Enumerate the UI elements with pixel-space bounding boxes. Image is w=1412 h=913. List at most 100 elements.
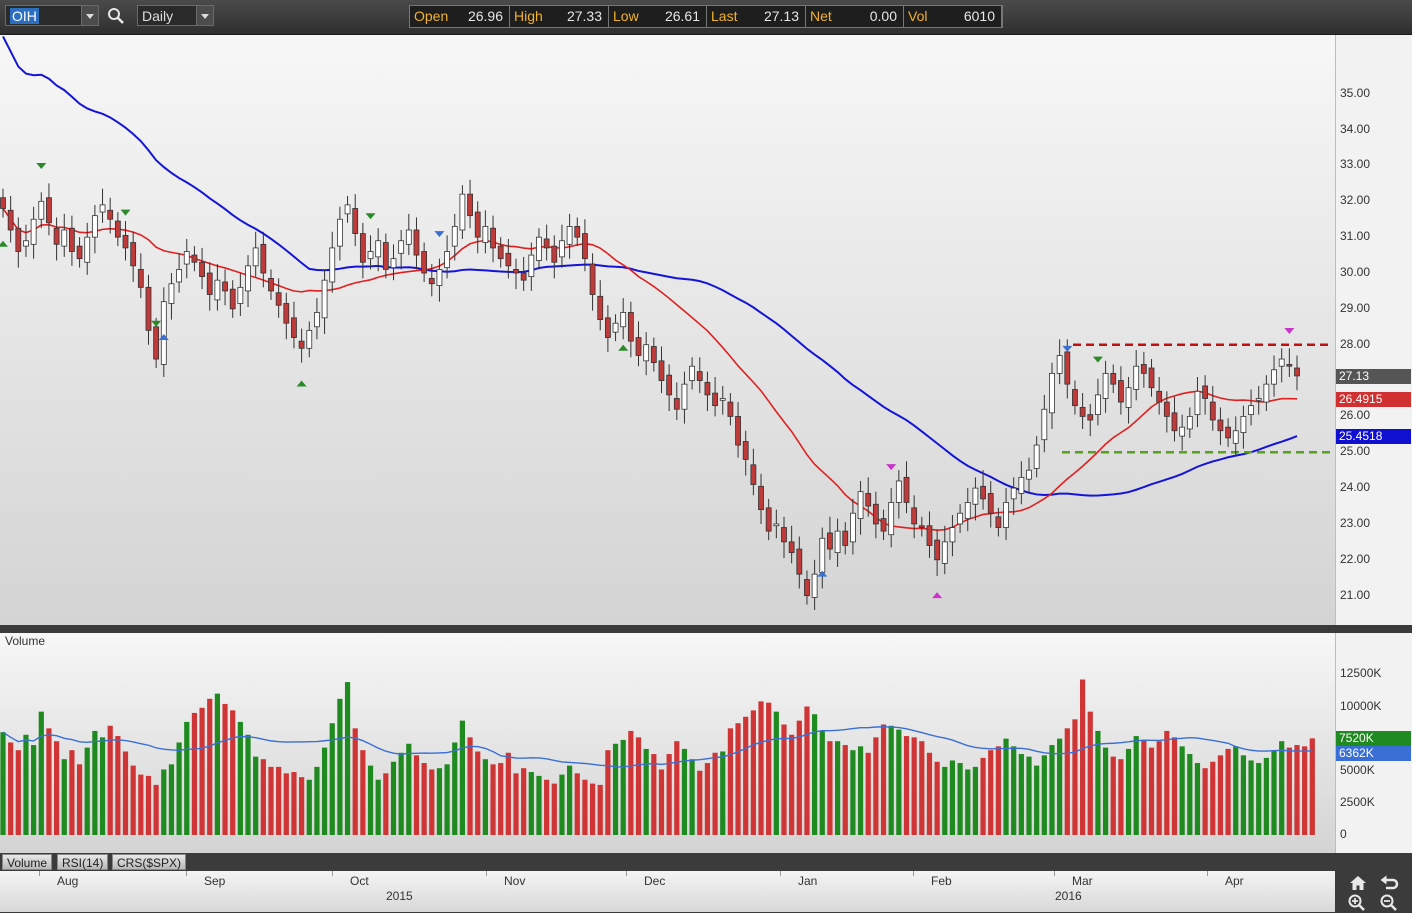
volume-bar xyxy=(1049,745,1055,835)
date-axis-year: 2015 xyxy=(386,889,413,903)
candle-body xyxy=(314,312,320,328)
candle-body xyxy=(344,204,351,215)
volume-bar xyxy=(1171,737,1178,835)
date-axis-month: Dec xyxy=(644,874,666,888)
candle-body xyxy=(850,512,856,543)
candle-body xyxy=(1186,416,1193,430)
symbol-dropdown-arrow[interactable] xyxy=(81,6,98,25)
indicator-tab-0[interactable]: Volume xyxy=(2,854,53,870)
candle-body xyxy=(222,281,228,292)
candle-body xyxy=(107,209,114,220)
quote-cell-vol: Vol 6010 xyxy=(904,6,1002,27)
volume-bar xyxy=(390,761,397,835)
undo-icon[interactable] xyxy=(1379,873,1399,893)
volume-bar xyxy=(329,723,335,835)
volume-bar xyxy=(712,752,718,835)
price-tick-label: 35.00 xyxy=(1340,85,1371,100)
candle-body xyxy=(428,277,435,285)
date-axis[interactable]: Aug Sep Oct Nov Dec Jan Feb Mar Apr 2015 2016 xyxy=(0,871,1335,912)
volume-chart[interactable] xyxy=(0,633,1335,853)
volume-bar xyxy=(360,750,366,835)
volume-bar xyxy=(337,698,343,835)
quote-cell-open: Open 26.96 xyxy=(410,6,510,27)
candle-body xyxy=(895,480,902,503)
volume-bar xyxy=(436,768,443,835)
candle-body xyxy=(53,227,60,245)
volume-bar xyxy=(99,737,106,835)
quote-strip: Open 26.96 High 27.33 Low 26.61 Last 27.13 Net 0.… xyxy=(409,5,1003,28)
volume-bar xyxy=(230,710,236,835)
volume-bar xyxy=(1271,750,1277,835)
volume-bar xyxy=(1102,747,1109,835)
price-axis[interactable]: 35.00 34.00 33.00 32.00 31.00 30.00 29.00 28.00… xyxy=(1335,35,1412,625)
pivot-marker xyxy=(365,213,376,220)
volume-bar xyxy=(23,734,29,835)
date-axis-month: Mar xyxy=(1072,874,1093,888)
volume-bar xyxy=(61,759,67,835)
volume-bar xyxy=(666,754,672,835)
candle-body xyxy=(130,242,137,267)
candle-body xyxy=(635,337,642,356)
fast-moving-average-line xyxy=(2,208,1298,532)
price-tag: 26.4915 xyxy=(1336,391,1411,407)
candle-body xyxy=(1240,416,1247,433)
date-axis-tick xyxy=(780,871,781,876)
period-dropdown-arrow[interactable] xyxy=(196,6,213,25)
candle-body xyxy=(1263,383,1270,403)
price-tick-label: 28.00 xyxy=(1340,336,1371,351)
volume-bar xyxy=(582,779,588,835)
candle-body xyxy=(306,329,313,349)
pivot-marker xyxy=(1284,327,1295,334)
candle-body xyxy=(1079,407,1086,417)
pivot-marker xyxy=(1092,356,1103,363)
symbol-input[interactable]: OIH xyxy=(5,5,99,26)
period-select[interactable]: Daily xyxy=(137,5,214,26)
volume-bar xyxy=(995,746,1001,835)
volume-tag: 6362K xyxy=(1336,746,1411,762)
volume-pane[interactable]: Volume xyxy=(0,633,1335,853)
candle-body xyxy=(704,381,711,396)
volume-bar xyxy=(819,730,825,835)
price-pane[interactable] xyxy=(0,35,1335,625)
candle-body xyxy=(413,229,420,256)
candle-body xyxy=(1171,412,1178,432)
volume-bar xyxy=(720,751,726,835)
volume-bar xyxy=(398,752,404,835)
quote-label: Last xyxy=(711,8,738,24)
price-chart[interactable] xyxy=(0,35,1335,625)
candle-body xyxy=(459,193,466,231)
volume-bar xyxy=(505,752,511,835)
candle-body xyxy=(1087,414,1094,421)
search-icon[interactable] xyxy=(106,6,126,26)
home-icon[interactable] xyxy=(1348,873,1368,893)
zoom-in-icon[interactable] xyxy=(1347,893,1367,913)
volume-bar xyxy=(314,766,320,835)
volume-bar xyxy=(857,746,864,835)
candle-body xyxy=(1225,426,1231,439)
volume-bar xyxy=(743,716,749,835)
zoom-out-icon[interactable] xyxy=(1379,893,1399,913)
volume-bar xyxy=(1110,756,1116,835)
volume-bar xyxy=(528,772,534,835)
candle-body xyxy=(268,277,274,292)
volume-bar xyxy=(934,761,940,835)
volume-bar xyxy=(122,751,129,835)
candle-body xyxy=(551,245,558,263)
candle-body xyxy=(1232,430,1239,444)
volume-bar xyxy=(214,693,220,835)
indicator-tab-1[interactable]: RSI(14) xyxy=(57,854,109,870)
candle-body xyxy=(199,261,205,277)
candle-body xyxy=(980,485,986,500)
indicator-tab-2[interactable]: CRS($SPX) xyxy=(112,854,187,870)
pivot-marker xyxy=(36,163,47,170)
volume-tick-label: 12500K xyxy=(1340,666,1382,681)
volume-bar xyxy=(1210,761,1216,835)
volume-bar xyxy=(383,773,389,835)
volume-bar xyxy=(620,739,626,835)
date-axis-tick xyxy=(626,871,627,876)
pivot-marker xyxy=(158,333,169,340)
volume-bar xyxy=(1034,765,1040,835)
volume-bar xyxy=(15,750,21,835)
pane-divider[interactable] xyxy=(0,625,1412,633)
candle-body xyxy=(857,491,864,519)
